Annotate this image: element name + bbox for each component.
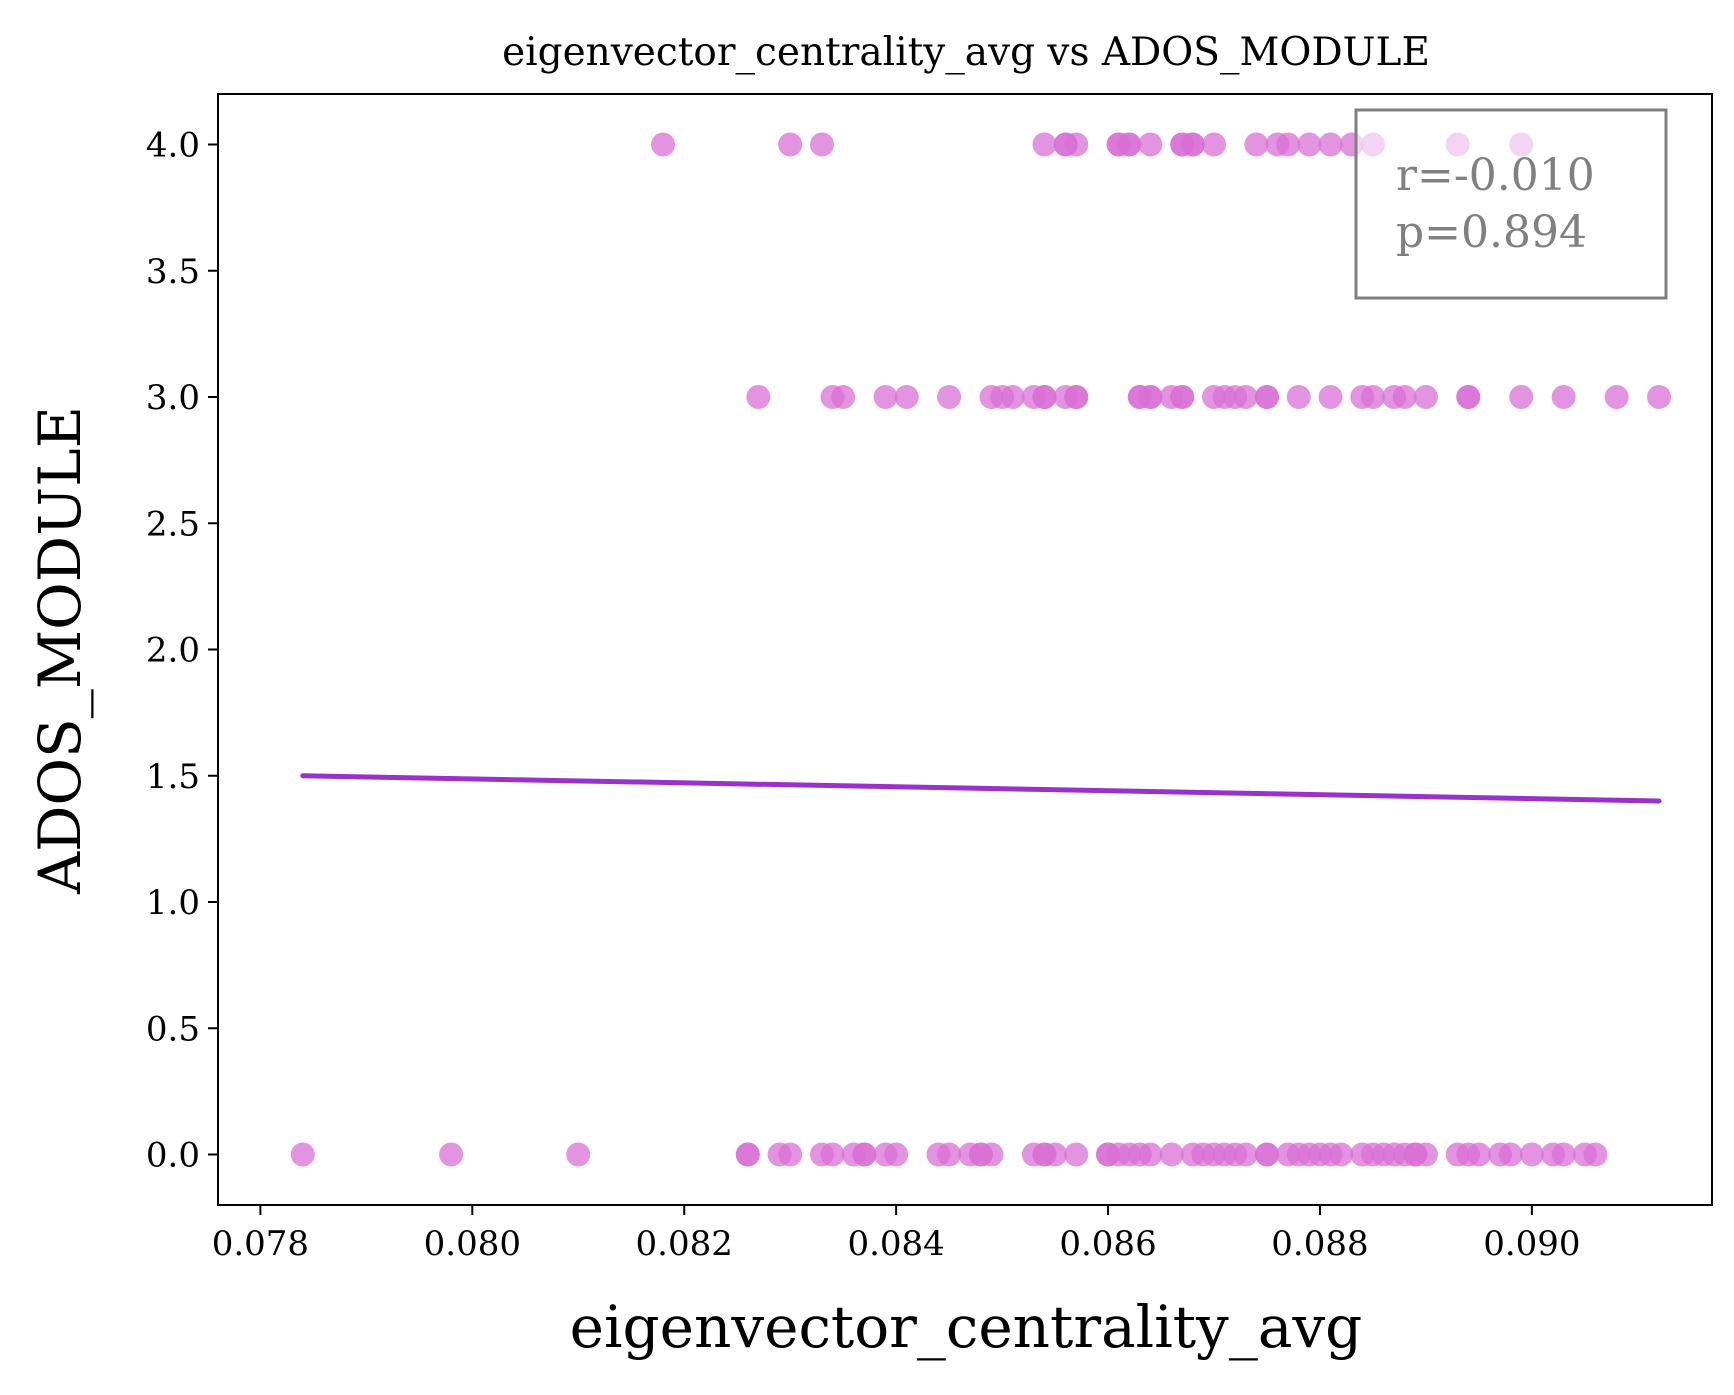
data-point [651,132,676,157]
data-point [1064,132,1089,157]
y-tick-label: 0.0 [146,1136,200,1176]
data-point [1276,132,1301,157]
y-tick-label: 4.0 [146,126,200,166]
x-axis: 0.078 0.080 0.082 0.084 0.086 0.088 0.090 [212,1205,1581,1264]
data-point [1233,1142,1258,1167]
data-point [1329,1142,1354,1167]
data-point [1498,1142,1523,1167]
data-point [1297,132,1322,157]
y-tick-label: 2.5 [146,504,200,544]
data-point [778,1142,803,1167]
x-tick-label: 0.080 [424,1224,521,1264]
chart-title: eigenvector_centrality_avg vs ADOS_MODUL… [502,30,1430,75]
x-tick-label: 0.084 [847,1224,944,1264]
data-point [1032,385,1057,409]
data-point [1583,1142,1608,1167]
stats-p-value: p=0.894 [1396,207,1587,258]
data-point [1413,385,1438,409]
data-point [1244,132,1269,157]
data-point [979,1142,1004,1167]
data-point [937,385,962,409]
data-point [735,1142,760,1167]
data-point [1551,385,1576,409]
data-point [1647,385,1672,409]
stats-annotation: r=-0.010 p=0.894 [1354,108,1668,300]
data-point [884,1142,909,1167]
data-point [1000,385,1025,409]
data-point [1509,385,1534,409]
regression-line-layer [300,773,1662,804]
data-point [831,385,856,409]
y-tick-label: 3.5 [146,252,200,292]
data-point [1286,385,1311,409]
data-point [1456,385,1481,409]
stats-r-value: r=-0.010 [1396,150,1595,201]
data-point [1360,385,1385,409]
data-point [1159,1142,1184,1167]
data-point [894,385,919,409]
data-point [566,1142,591,1167]
x-tick-label: 0.082 [636,1224,733,1264]
data-point [290,1142,315,1167]
data-point [746,385,771,409]
data-point [1318,385,1343,409]
data-point [1233,385,1258,409]
data-point [1254,1142,1279,1167]
data-point [1519,1142,1544,1167]
stats-box [1354,108,1668,300]
y-tick-label: 3.0 [146,378,200,418]
data-point [1138,1142,1163,1167]
data-point [820,1142,845,1167]
data-point [1170,385,1195,409]
data-point [937,1142,962,1167]
data-point [1138,385,1163,409]
data-point [1138,132,1163,157]
y-tick-label: 2.0 [146,631,200,671]
data-point [1180,132,1205,157]
data-point [852,1142,877,1167]
data-point [439,1142,464,1167]
points-layer [290,132,1672,1167]
data-point [1392,385,1417,409]
x-tick-label: 0.086 [1059,1224,1156,1264]
data-point [1117,132,1142,157]
data-point [1254,385,1279,409]
data-point [1064,1142,1089,1167]
data-point [778,132,803,157]
x-tick-label: 0.090 [1483,1224,1580,1264]
y-tick-label: 1.5 [146,757,200,797]
y-axis-label: ADOS_MODULE [26,406,94,895]
regression-line [300,773,1662,804]
x-axis-label: eigenvector_centrality_avg [570,1293,1363,1361]
y-axis: 0.0 0.5 1.0 1.5 2.0 2.5 3.0 3.5 4.0 [146,126,218,1176]
y-tick-label: 0.5 [146,1009,200,1049]
data-point [1551,1142,1576,1167]
data-point [1043,1142,1068,1167]
data-point [1466,1142,1491,1167]
data-point [1032,132,1057,157]
data-point [1064,385,1089,409]
y-tick-label: 1.0 [146,883,200,923]
data-point [1318,132,1343,157]
data-point [809,132,834,157]
x-tick-label: 0.088 [1271,1224,1368,1264]
data-point [1413,1142,1438,1167]
data-point [873,385,898,409]
data-point [1202,132,1226,157]
data-point [1604,385,1629,409]
x-tick-label: 0.078 [212,1224,309,1264]
